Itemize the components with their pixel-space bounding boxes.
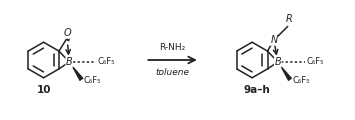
Text: N: N [270,35,278,45]
Text: C₆F₅: C₆F₅ [306,57,324,66]
Text: B: B [66,57,73,67]
Text: B: B [274,57,281,67]
Text: O: O [64,28,71,38]
Text: C₆F₅: C₆F₅ [98,57,115,66]
Text: 9a–h: 9a–h [244,85,271,95]
Text: 10: 10 [36,85,51,95]
Polygon shape [69,62,84,81]
Polygon shape [278,62,292,81]
Text: R-NH₂: R-NH₂ [159,43,186,52]
Text: toluene: toluene [155,68,190,77]
Text: R: R [285,14,292,24]
Text: C₆F₅: C₆F₅ [84,76,101,85]
Text: C₆F₅: C₆F₅ [292,76,310,85]
